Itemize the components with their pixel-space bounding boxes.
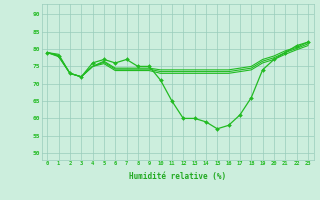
X-axis label: Humidité relative (%): Humidité relative (%) (129, 172, 226, 181)
